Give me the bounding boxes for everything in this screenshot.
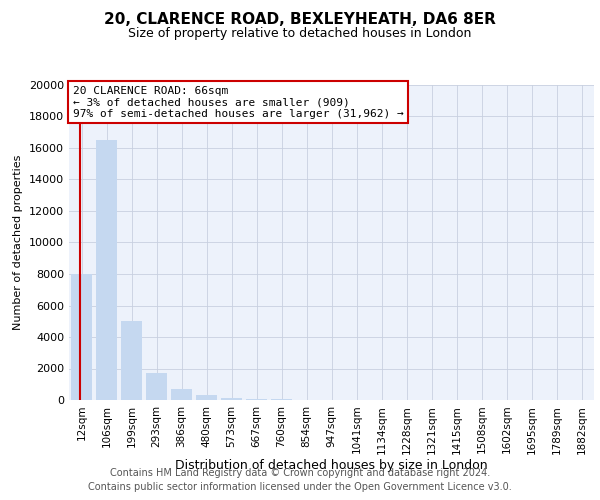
Bar xyxy=(71,274,92,400)
Bar xyxy=(246,398,267,400)
Text: Size of property relative to detached houses in London: Size of property relative to detached ho… xyxy=(128,28,472,40)
Y-axis label: Number of detached properties: Number of detached properties xyxy=(13,155,23,330)
Bar xyxy=(121,322,142,400)
Text: 20 CLARENCE ROAD: 66sqm
← 3% of detached houses are smaller (909)
97% of semi-de: 20 CLARENCE ROAD: 66sqm ← 3% of detached… xyxy=(73,86,404,119)
Text: Contains public sector information licensed under the Open Government Licence v3: Contains public sector information licen… xyxy=(88,482,512,492)
Bar xyxy=(96,140,117,400)
X-axis label: Distribution of detached houses by size in London: Distribution of detached houses by size … xyxy=(175,459,488,472)
Text: 20, CLARENCE ROAD, BEXLEYHEATH, DA6 8ER: 20, CLARENCE ROAD, BEXLEYHEATH, DA6 8ER xyxy=(104,12,496,28)
Bar xyxy=(196,396,217,400)
Bar xyxy=(221,398,242,400)
Bar xyxy=(171,389,192,400)
Bar xyxy=(146,373,167,400)
Text: Contains HM Land Registry data © Crown copyright and database right 2024.: Contains HM Land Registry data © Crown c… xyxy=(110,468,490,477)
